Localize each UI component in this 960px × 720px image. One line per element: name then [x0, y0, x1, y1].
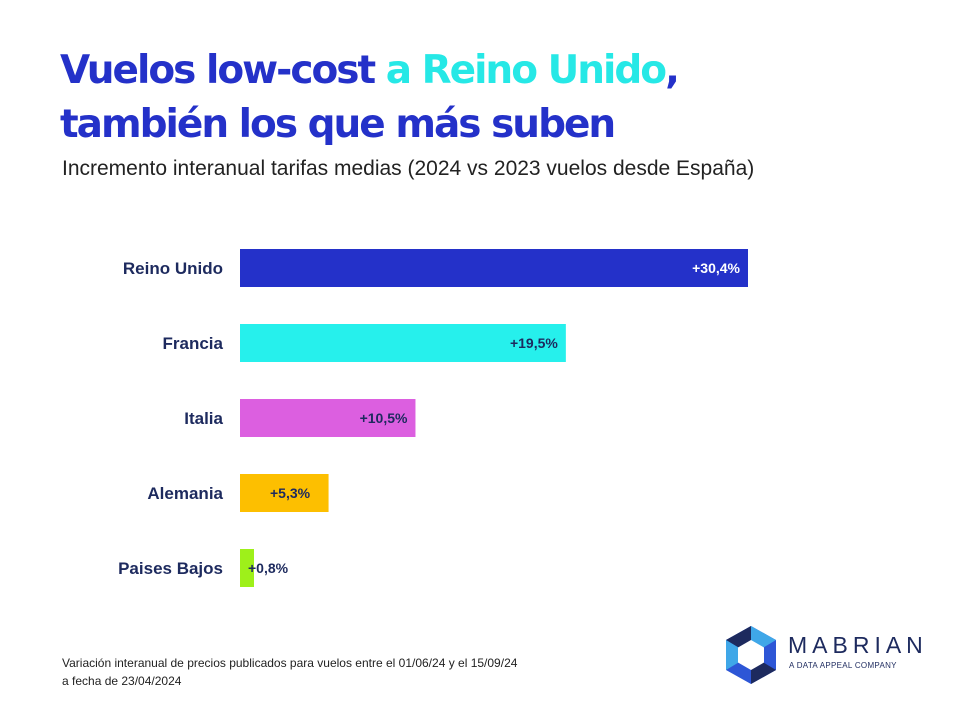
data-label: +19,5% — [510, 335, 558, 351]
bar-chart: Reino Unido +30,4% Francia +19,5% Italia +10,… — [118, 249, 748, 587]
category-label: Francia — [163, 334, 224, 353]
category-label: Paises Bajos — [118, 559, 223, 578]
category-label: Italia — [184, 409, 223, 428]
title-line-2: también los que más suben — [60, 102, 616, 147]
data-label: +5,3% — [270, 485, 311, 501]
data-label: +0,8% — [248, 560, 289, 576]
bar — [240, 249, 748, 287]
title-part-2: , — [665, 48, 680, 93]
bar — [240, 324, 566, 362]
data-label: +30,4% — [692, 260, 740, 276]
footnote-line-2: a fecha de 23/04/2024 — [62, 674, 182, 688]
brand-tagline: A DATA APPEAL COMPANY — [789, 661, 897, 670]
bar — [240, 474, 329, 512]
category-label: Reino Unido — [123, 259, 223, 278]
category-label: Alemania — [147, 484, 223, 503]
title-part-1: Vuelos low-cost — [60, 48, 386, 93]
brand-name: MABRIAN — [788, 632, 928, 658]
hexagon-logo-icon — [726, 626, 776, 684]
mabrian-logo: MABRIAN A DATA APPEAL COMPANY — [722, 624, 932, 686]
footnote: Variación interanual de precios publicad… — [62, 654, 517, 690]
title-highlight: a Reino Unido — [385, 48, 667, 93]
footnote-line-1: Variación interanual de precios publicad… — [62, 656, 518, 670]
data-label: +10,5% — [360, 410, 408, 426]
bar — [240, 399, 416, 437]
bar — [240, 549, 254, 587]
chart-title: Vuelos low-cost a Reino Unido, también l… — [60, 44, 680, 152]
chart-subtitle: Incremento interanual tarifas medias (20… — [62, 157, 755, 180]
